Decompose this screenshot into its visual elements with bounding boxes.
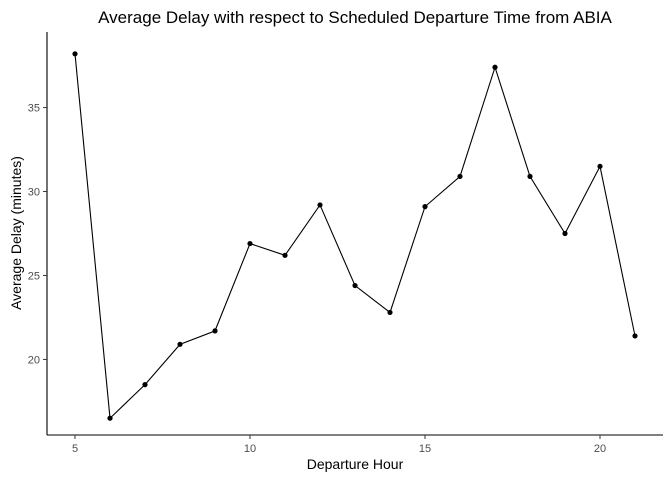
y-axis-title: Average Delay (minutes)	[8, 156, 24, 310]
data-point	[282, 252, 288, 258]
data-point	[597, 163, 603, 169]
data-point	[387, 309, 393, 316]
x-axis-title: Departure Hour	[307, 456, 404, 472]
plot-area	[72, 51, 638, 421]
data-point	[527, 173, 533, 180]
y-tick-label: 20	[28, 354, 40, 366]
data-point	[457, 173, 463, 180]
data-point	[352, 282, 358, 289]
y-tick-label: 30	[28, 187, 40, 199]
y-tick-label: 25	[28, 270, 40, 282]
data-point	[177, 341, 183, 347]
y-tick-label: 35	[28, 103, 40, 115]
series-line	[74, 53, 636, 420]
chart-title: Average Delay with respect to Scheduled …	[98, 8, 612, 27]
y-axis-ticks: 20 25 30 35	[28, 103, 47, 366]
x-tick-label: 5	[72, 443, 78, 455]
data-point	[212, 328, 218, 334]
data-point	[422, 204, 428, 210]
data-point	[632, 333, 638, 339]
data-point	[492, 64, 498, 70]
data-point	[562, 230, 568, 237]
x-tick-label: 20	[594, 443, 606, 455]
x-tick-label: 10	[244, 443, 256, 455]
data-point	[247, 240, 253, 247]
data-point	[107, 415, 113, 421]
x-tick-label: 15	[419, 443, 431, 455]
data-point	[317, 202, 323, 208]
data-point	[72, 51, 78, 57]
x-axis-ticks: 5 10 15 20	[72, 435, 606, 455]
data-point	[142, 382, 148, 388]
